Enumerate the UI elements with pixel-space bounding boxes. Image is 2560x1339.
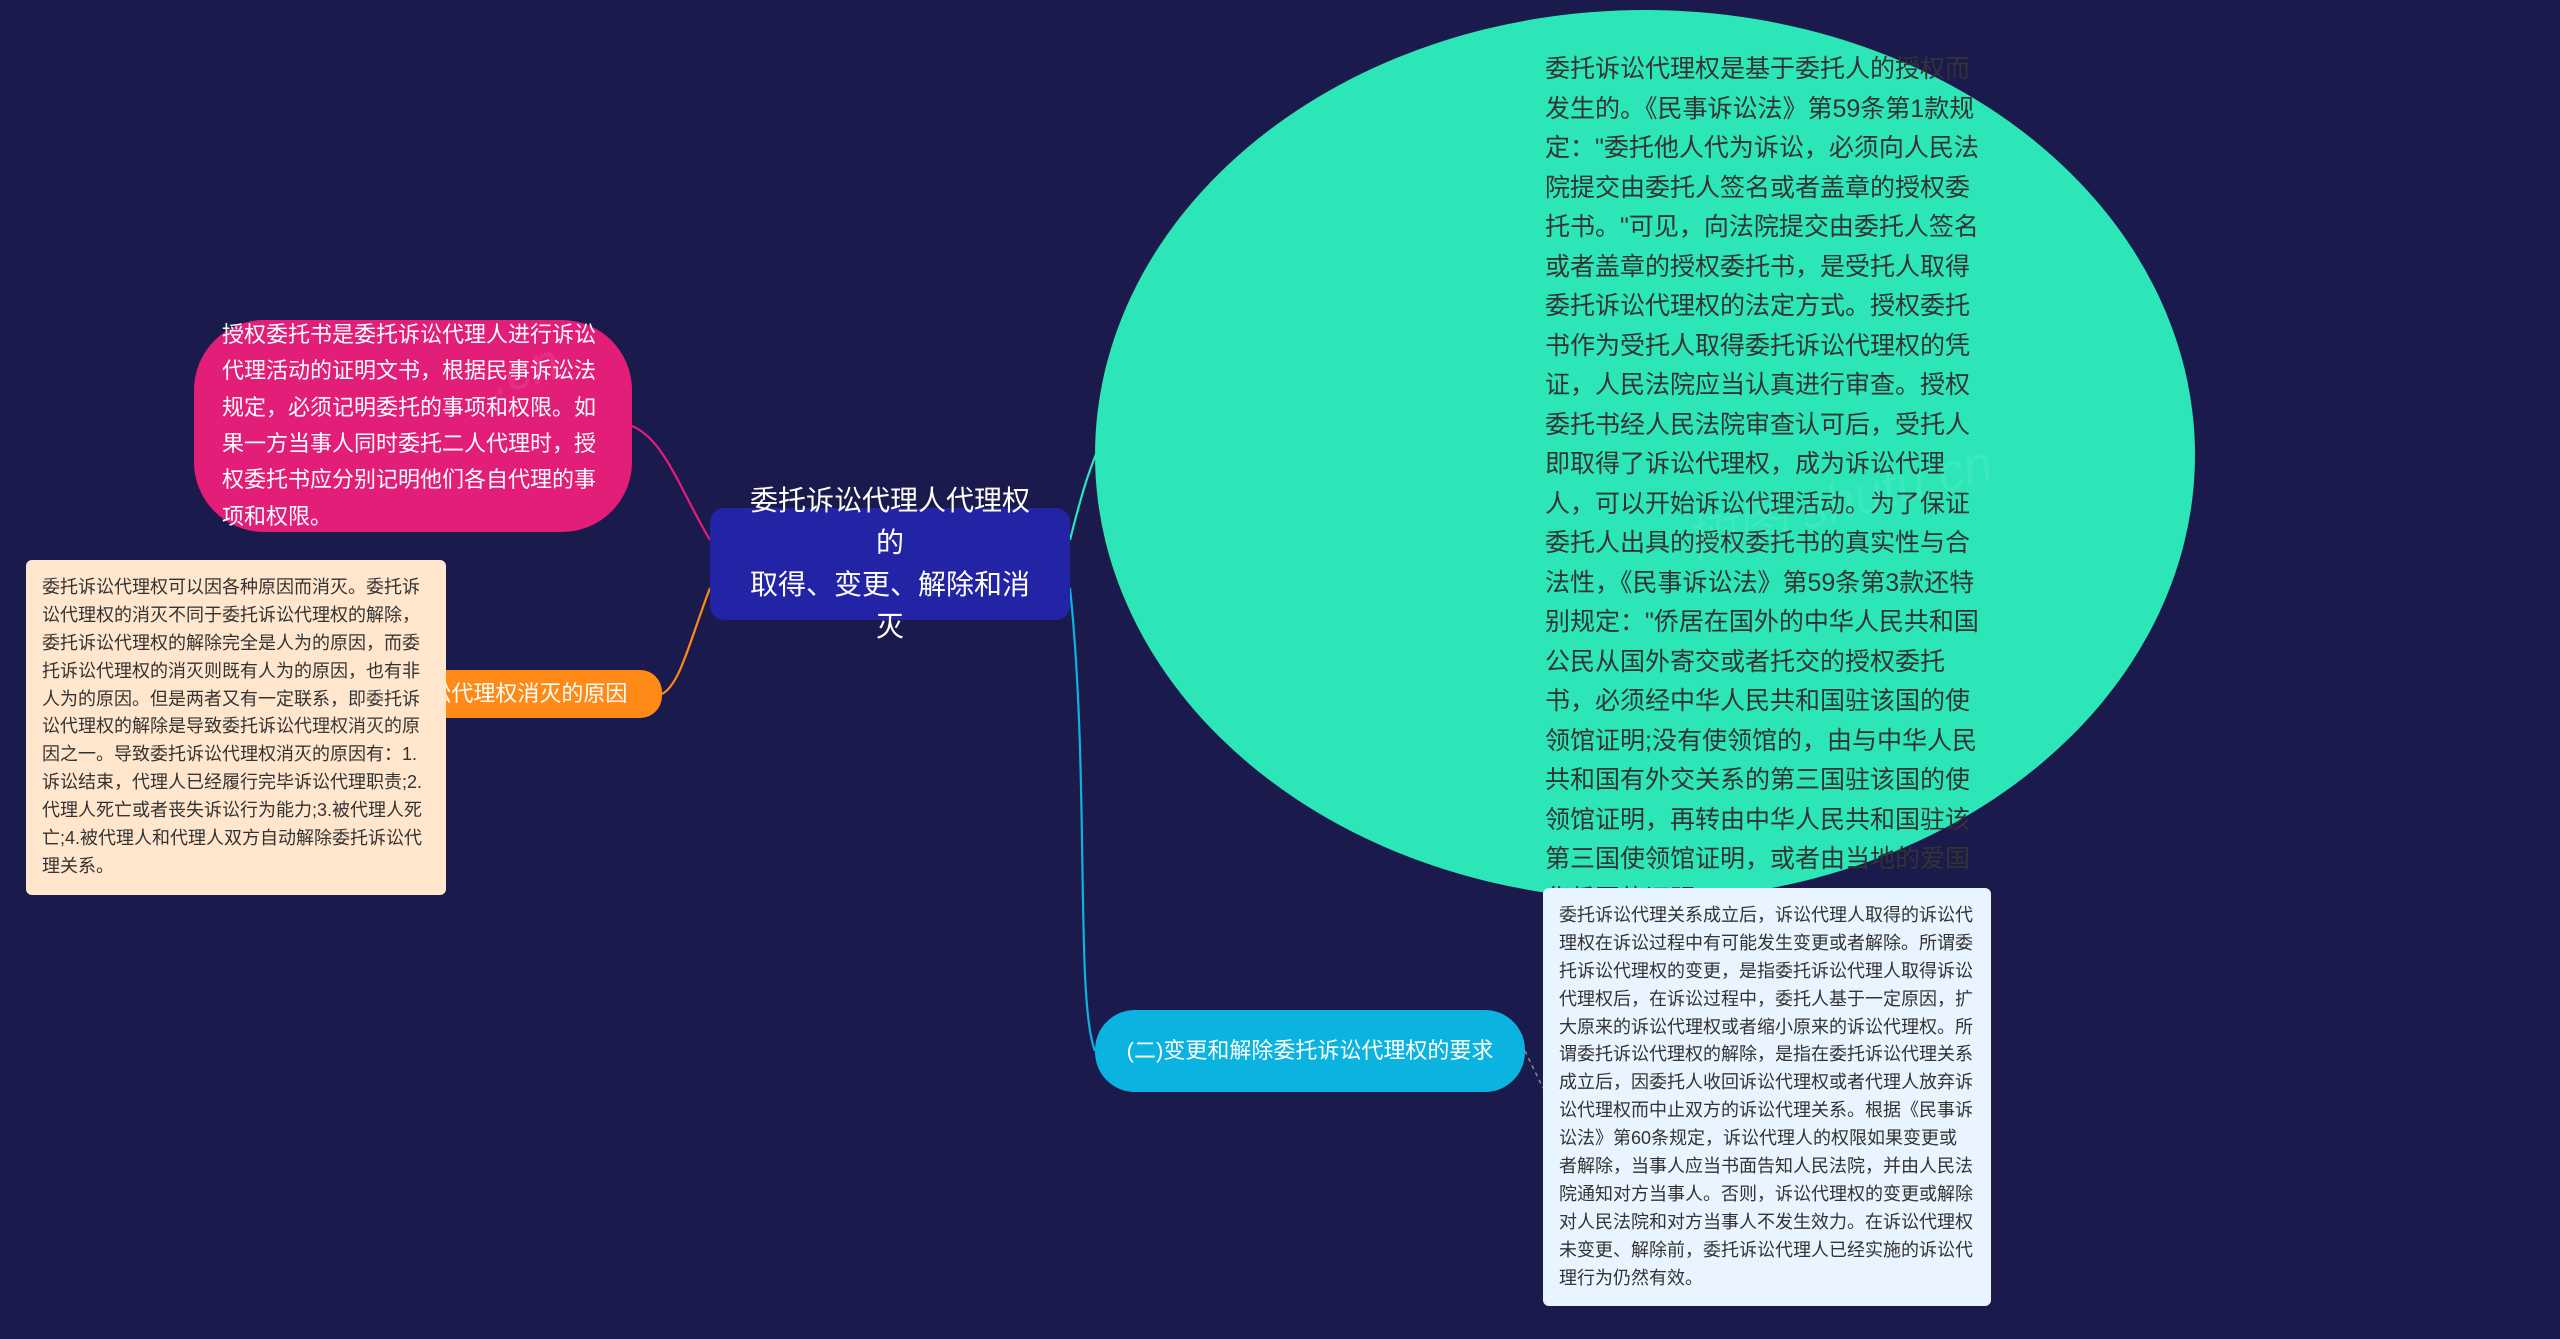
- info-bottom-left: 委托诉讼代理权可以因各种原因而消灭。委托诉讼代理权的消灭不同于委托诉讼代理权的解…: [26, 560, 446, 895]
- center-topic-text: 委托诉讼代理人代理权的取得、变更、解除和消灭: [740, 480, 1040, 648]
- center-topic: 委托诉讼代理人代理权的取得、变更、解除和消灭: [710, 508, 1070, 620]
- branch-top-right: 委托诉讼代理权是基于委托人的授权而发生的。《民事诉讼法》第59条第1款规定："委…: [1095, 10, 2195, 900]
- branch-bottom-right: (二)变更和解除委托诉讼代理权的要求: [1095, 1010, 1525, 1092]
- branch-top-left: 授权委托书是委托诉讼代理人进行诉讼代理活动的证明文书，根据民事诉讼法规定，必须记…: [194, 320, 632, 532]
- branch-top-left-text: 授权委托书是委托诉讼代理人进行诉讼代理活动的证明文书，根据民事诉讼法规定，必须记…: [222, 317, 604, 535]
- info-bottom-right: 委托诉讼代理关系成立后，诉讼代理人取得的诉讼代理权在诉讼过程中有可能发生变更或者…: [1543, 888, 1991, 1306]
- branch-top-right-text: 委托诉讼代理权是基于委托人的授权而发生的。《民事诉讼法》第59条第1款规定："委…: [1545, 50, 1985, 919]
- branch-bottom-right-text: (二)变更和解除委托诉讼代理权的要求: [1127, 1033, 1494, 1069]
